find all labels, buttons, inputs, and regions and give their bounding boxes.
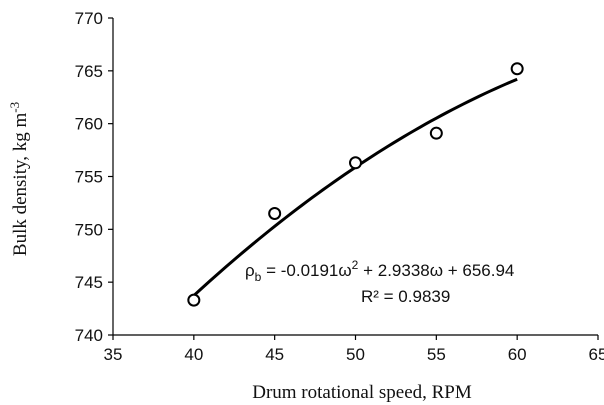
r-squared-label: R² = 0.9839 xyxy=(361,287,450,306)
y-tick-label: 745 xyxy=(75,273,103,292)
x-axis-ticks: 35 40 45 50 55 60 65 xyxy=(104,335,604,364)
y-tick-label: 750 xyxy=(75,220,103,239)
y-axis-ticks: 740 745 750 755 760 765 770 xyxy=(75,9,113,345)
y-tick-label: 760 xyxy=(75,115,103,134)
data-point xyxy=(268,206,282,220)
y-axis-title: Bulk density, kg m-3 xyxy=(7,102,31,256)
y-tick-label: 770 xyxy=(75,9,103,28)
data-point xyxy=(187,293,201,307)
x-tick-label: 40 xyxy=(184,345,203,364)
x-tick-label: 55 xyxy=(427,345,446,364)
x-tick-label: 45 xyxy=(265,345,284,364)
data-point xyxy=(429,126,443,140)
x-axis-title: Drum rotational speed, RPM xyxy=(252,382,472,403)
x-tick-label: 50 xyxy=(346,345,365,364)
trendline-equation: ρb = -0.0191ω2 + 2.9338ω + 656.94 xyxy=(245,258,514,284)
axes xyxy=(112,18,598,336)
x-tick-label: 65 xyxy=(589,345,604,364)
y-tick-label: 765 xyxy=(75,62,103,81)
data-points xyxy=(187,62,524,307)
y-tick-label: 755 xyxy=(75,168,103,187)
x-tick-label: 60 xyxy=(508,345,527,364)
x-tick-label: 35 xyxy=(104,345,123,364)
data-point xyxy=(510,62,524,76)
y-tick-label: 740 xyxy=(75,326,103,345)
data-point xyxy=(349,156,362,170)
